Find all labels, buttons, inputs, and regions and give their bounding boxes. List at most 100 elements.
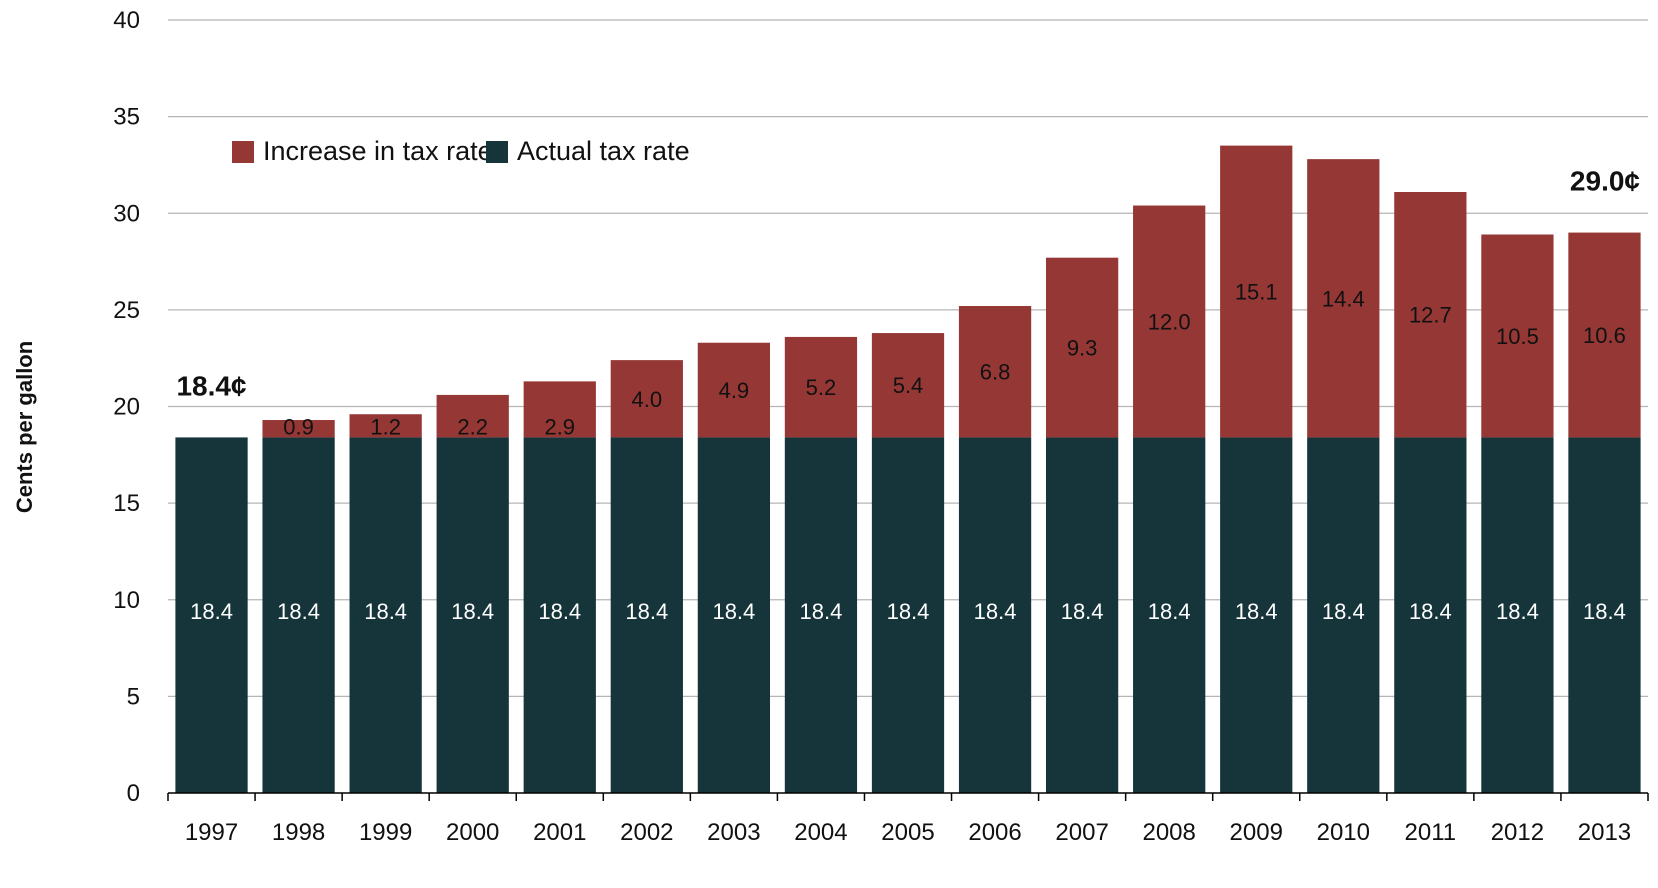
x-tick-label: 1998	[272, 819, 325, 846]
bar-actual-tax-rate	[262, 437, 335, 793]
bar-actual-tax-rate	[1220, 437, 1293, 793]
data-label-actual-tax-rate: 18.4	[1583, 599, 1626, 624]
y-tick-label: 10	[113, 587, 140, 614]
bar-increase-in-tax-rate	[436, 394, 509, 438]
data-label-actual-tax-rate: 18.4	[887, 599, 930, 624]
bar-increase-in-tax-rate	[610, 360, 683, 438]
bar-increase-in-tax-rate	[1568, 232, 1641, 438]
data-label-actual-tax-rate: 18.4	[1061, 599, 1104, 624]
x-tick-label: 2010	[1317, 819, 1370, 846]
bar-increase-in-tax-rate	[262, 420, 335, 438]
bar-actual-tax-rate	[1568, 437, 1641, 793]
legend-swatch	[232, 141, 254, 163]
data-label-actual-tax-rate: 18.4	[1322, 599, 1365, 624]
x-tick-label: 1999	[359, 819, 412, 846]
data-label-actual-tax-rate: 18.4	[1409, 599, 1452, 624]
y-tick-label: 30	[113, 200, 140, 227]
legend-background	[222, 123, 679, 175]
x-tick-label: 2003	[707, 819, 760, 846]
data-label-increase-in-tax-rate: 2.9	[544, 414, 575, 439]
x-tick-label: 2002	[620, 819, 673, 846]
annotations: 18.4¢ 29.0¢	[176, 166, 1640, 402]
y-tick-label: 5	[127, 683, 140, 710]
data-label-actual-tax-rate: 18.4	[1148, 599, 1191, 624]
data-label-actual-tax-rate: 18.4	[451, 599, 494, 624]
x-tick-label: 2007	[1055, 819, 1108, 846]
data-label-increase-in-tax-rate: 1.2	[370, 414, 401, 439]
x-tick-label: 2012	[1491, 819, 1544, 846]
x-tick-label: 2013	[1578, 819, 1631, 846]
x-tick-label: 2009	[1230, 819, 1283, 846]
value-annotation: 29.0¢	[1570, 166, 1640, 197]
bar-actual-tax-rate	[784, 437, 858, 793]
bar-actual-tax-rate	[610, 437, 683, 793]
bar-actual-tax-rate	[523, 437, 596, 793]
legend-swatch	[486, 141, 508, 163]
data-label-actual-tax-rate: 18.4	[974, 599, 1017, 624]
y-tick-label: 35	[113, 104, 140, 131]
data-label-increase-in-tax-rate: 6.8	[980, 360, 1011, 385]
data-label-increase-in-tax-rate: 2.2	[457, 414, 488, 439]
data-label-actual-tax-rate: 18.4	[1496, 599, 1539, 624]
bar-increase-in-tax-rate	[349, 414, 422, 438]
bar-actual-tax-rate	[175, 437, 248, 793]
bar-actual-tax-rate	[1133, 437, 1206, 793]
x-axis: 1997 1998 1999 2000 2001 2002 2003 2004 2005 2006…	[167, 792, 1649, 846]
bar-increase-in-tax-rate	[1045, 257, 1119, 438]
x-tick-label: 2008	[1142, 819, 1195, 846]
data-label-increase-in-tax-rate: 4.9	[719, 378, 750, 403]
bars: 18.4 18.40.918.41.218.42.218.42.918.44.01…	[175, 145, 1641, 793]
legend-entry-label: Actual tax rate	[517, 136, 690, 166]
value-annotation: 18.4¢	[176, 370, 246, 401]
data-label-actual-tax-rate: 18.4	[190, 599, 233, 624]
data-label-increase-in-tax-rate: 4.0	[632, 387, 663, 412]
x-tick-label: 2011	[1405, 819, 1457, 846]
data-label-increase-in-tax-rate: 0.9	[283, 414, 314, 439]
data-label-actual-tax-rate: 18.4	[364, 599, 407, 624]
legend: Increase in tax rate Actual tax rate	[222, 123, 690, 175]
bar-increase-in-tax-rate	[871, 333, 945, 438]
y-axis: 0 5 10 15 20 25 30 35 40	[113, 7, 140, 807]
data-label-increase-in-tax-rate: 9.3	[1067, 336, 1098, 361]
data-label-increase-in-tax-rate: 12.7	[1409, 303, 1452, 328]
x-tick-label: 1997	[185, 819, 238, 846]
x-tick-label: 2004	[794, 819, 847, 846]
bar-increase-in-tax-rate	[1307, 159, 1380, 438]
data-label-increase-in-tax-rate: 10.5	[1496, 324, 1539, 349]
x-tick-label: 2000	[446, 819, 499, 846]
y-tick-label: 25	[113, 297, 140, 324]
data-label-actual-tax-rate: 18.4	[712, 599, 755, 624]
data-label-increase-in-tax-rate: 5.2	[806, 375, 837, 400]
bar-increase-in-tax-rate	[1220, 145, 1293, 438]
bar-actual-tax-rate	[958, 437, 1032, 793]
bar-actual-tax-rate	[1307, 437, 1380, 793]
y-tick-label: 40	[113, 7, 140, 34]
data-label-actual-tax-rate: 18.4	[538, 599, 581, 624]
x-tick-label: 2006	[968, 819, 1021, 846]
data-label-increase-in-tax-rate: 10.6	[1583, 323, 1626, 348]
bar-increase-in-tax-rate	[784, 336, 858, 438]
bar-actual-tax-rate	[1394, 437, 1467, 793]
bar-increase-in-tax-rate	[1481, 234, 1554, 438]
data-label-increase-in-tax-rate: 15.1	[1235, 280, 1278, 305]
legend-entry-label: Increase in tax rate	[263, 136, 493, 166]
bar-increase-in-tax-rate	[697, 342, 771, 438]
bar-increase-in-tax-rate	[1394, 191, 1467, 438]
data-label-increase-in-tax-rate: 5.4	[893, 373, 924, 398]
bar-increase-in-tax-rate	[958, 306, 1032, 438]
x-tick-label: 2005	[881, 819, 934, 846]
bar-increase-in-tax-rate	[1133, 205, 1206, 438]
data-label-actual-tax-rate: 18.4	[277, 599, 320, 624]
data-label-actual-tax-rate: 18.4	[625, 599, 668, 624]
bar-actual-tax-rate	[871, 437, 945, 793]
data-label-actual-tax-rate: 18.4	[800, 599, 843, 624]
bar-increase-in-tax-rate	[523, 381, 596, 438]
data-label-increase-in-tax-rate: 12.0	[1148, 309, 1191, 334]
x-tick-label: 2001	[533, 819, 586, 846]
bar-actual-tax-rate	[436, 437, 509, 793]
data-label-increase-in-tax-rate: 14.4	[1322, 286, 1365, 311]
bar-actual-tax-rate	[349, 437, 422, 793]
bar-actual-tax-rate	[1481, 437, 1554, 793]
y-axis-label: Cents per gallon	[12, 341, 37, 513]
